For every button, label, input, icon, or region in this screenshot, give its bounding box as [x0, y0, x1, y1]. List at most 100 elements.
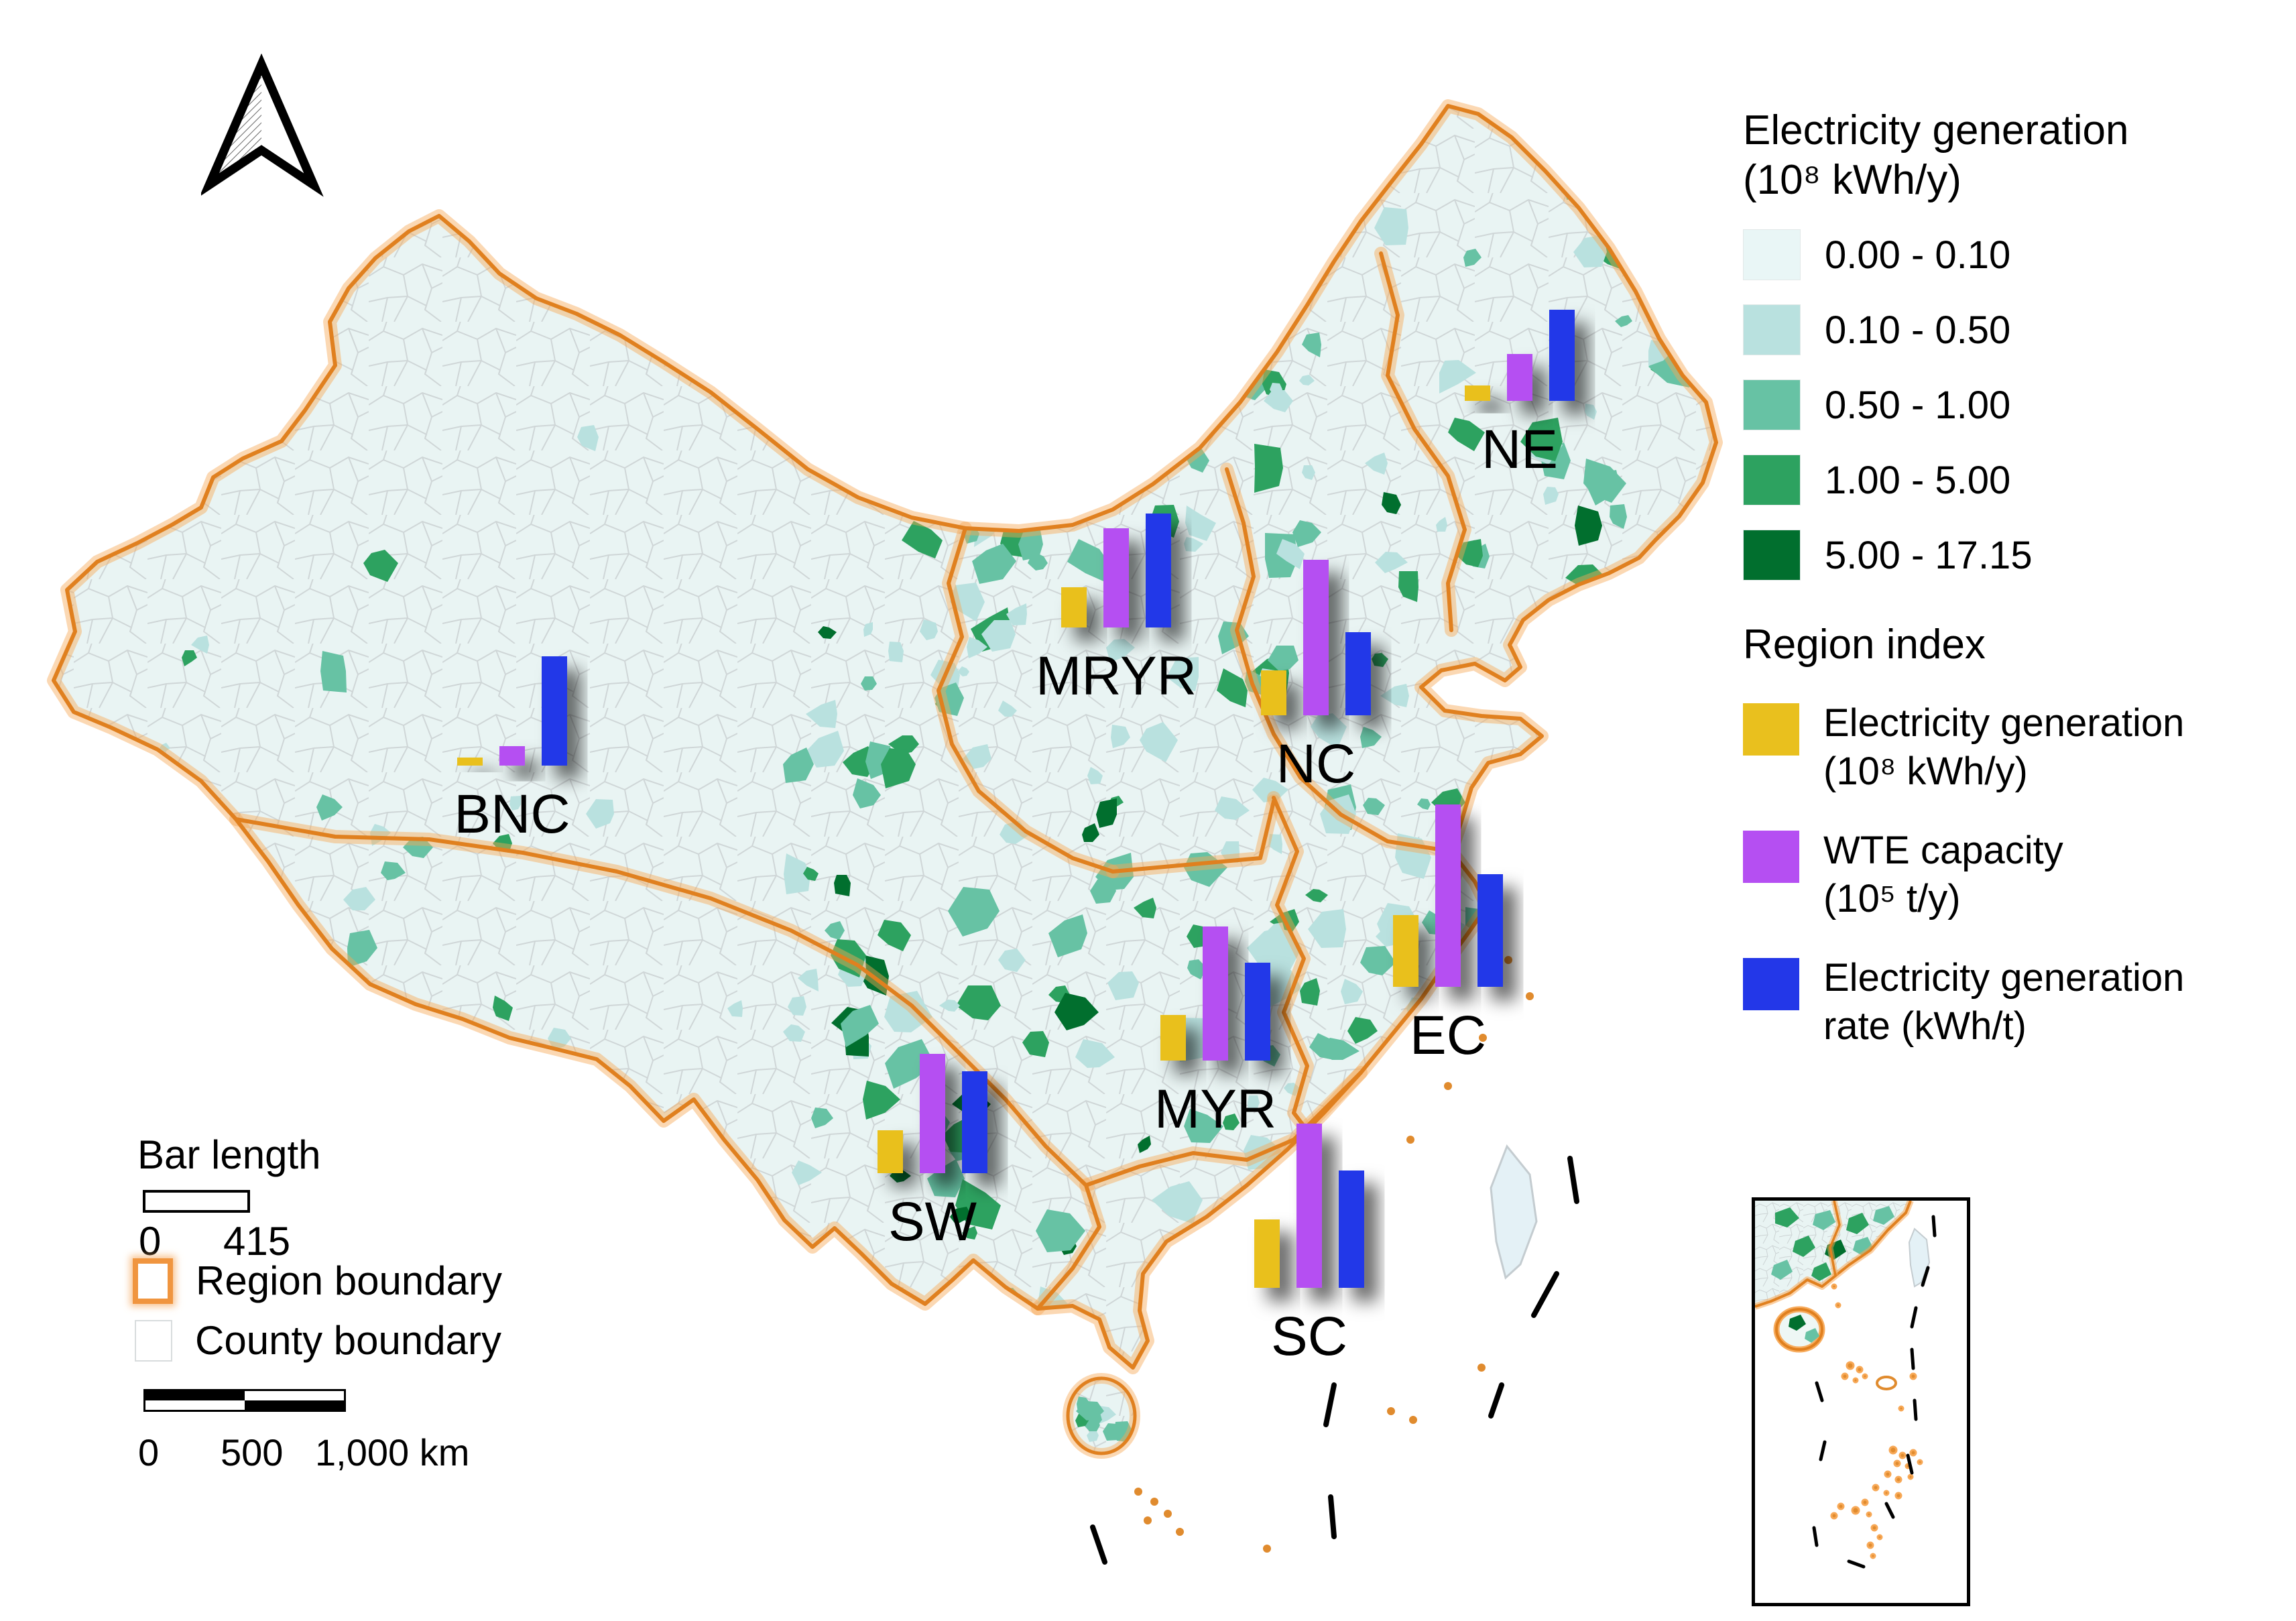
- inset-green-counties: [1771, 1206, 1894, 1281]
- bar-MYR-capacity: [1203, 926, 1228, 1061]
- county-boundary-legend-row: County boundary: [133, 1317, 501, 1364]
- bar-group-EC: EC: [1393, 804, 1503, 1066]
- choropleth-class-row: 0.50 - 1.00: [1743, 379, 2293, 430]
- region-index-label-line1: WTE capacity: [1823, 829, 2063, 872]
- bar-NE-generation: [1465, 385, 1490, 401]
- bar-MYR-rate: [1245, 963, 1270, 1061]
- bar-SC-generation: [1254, 1219, 1280, 1288]
- choropleth-class-row: 1.00 - 5.00: [1743, 455, 2293, 505]
- bar-length-max: 415: [223, 1219, 291, 1264]
- bar-MRYR-capacity: [1103, 528, 1129, 627]
- inset-islands: [1830, 1283, 1923, 1559]
- choropleth-class-row: 0.10 - 0.50: [1743, 304, 2293, 355]
- bar-EC-capacity: [1435, 804, 1461, 987]
- bar-BNC-rate: [542, 656, 567, 766]
- bar-group-SC: SC: [1254, 1124, 1364, 1367]
- map-scale-bar: 0 500 1,000 km: [138, 1389, 469, 1474]
- map-legend: Electricity generation (10⁸ kWh/y) 0.00 …: [1743, 106, 2293, 1050]
- bar-group-MYR: MYR: [1154, 926, 1276, 1140]
- choropleth-class-swatch: [1743, 530, 1801, 581]
- choropleth-class-row: 0.00 - 0.10: [1743, 229, 2293, 280]
- bar-MRYR-rate: [1146, 514, 1171, 627]
- bar-SC-capacity: [1296, 1124, 1322, 1288]
- bar-NC-rate: [1345, 632, 1371, 715]
- region-index-label-line1: Electricity generation: [1823, 701, 2185, 745]
- region-boundary-swatch: [133, 1258, 173, 1304]
- bar-EC-generation: [1393, 915, 1418, 987]
- region-index-swatch: [1743, 831, 1799, 883]
- bar-EC-rate: [1477, 874, 1503, 987]
- bar-NE-capacity: [1507, 354, 1532, 401]
- bar-length-min: 0: [139, 1219, 162, 1264]
- county-boundary-label: County boundary: [195, 1318, 501, 1363]
- bar-length-title: Bar length: [137, 1132, 321, 1177]
- taiwan-island: [1490, 1144, 1538, 1280]
- region-index-title: Region index: [1743, 621, 1986, 668]
- choropleth-class-swatch: [1743, 304, 1801, 355]
- bar-NC-generation: [1261, 670, 1286, 715]
- bar-group-SW: SW: [878, 1054, 987, 1252]
- choropleth-class-row: 5.00 - 17.15: [1743, 530, 2293, 581]
- region-index-swatch: [1743, 703, 1799, 756]
- choropleth-legend-title-line1: Electricity generation: [1743, 107, 2129, 154]
- region-label-SW: SW: [888, 1191, 977, 1252]
- region-index-label-line2: rate (kWh/t): [1823, 1004, 2027, 1048]
- inset-dash-line: [1812, 1215, 1937, 1569]
- inset-map-south-china-sea: [1752, 1197, 1970, 1606]
- bar-SW-capacity: [920, 1054, 945, 1173]
- choropleth-class-label: 0.00 - 0.10: [1825, 233, 2011, 277]
- choropleth-class-swatch: [1743, 379, 1801, 430]
- scale-bar-segment: [245, 1400, 344, 1410]
- bar-length-legend: Bar length 0 415: [137, 1132, 321, 1264]
- inset-hainan: [1773, 1306, 1825, 1353]
- region-index-label-line2: (10⁵ t/y): [1823, 877, 1961, 920]
- choropleth-legend-classes: 0.00 - 0.10 0.10 - 0.50 0.50 - 1.00 1.00 - …: [1743, 229, 2293, 581]
- region-label-MRYR: MRYR: [1036, 646, 1197, 707]
- region-label-EC: EC: [1410, 1005, 1486, 1066]
- bar-BNC-generation: [457, 758, 483, 766]
- scale-label-1000km: 1,000 km: [315, 1431, 470, 1474]
- bar-NE-rate: [1549, 310, 1575, 401]
- islands-dashes-layer: [1090, 956, 1579, 1565]
- bar-SC-rate: [1339, 1170, 1364, 1288]
- region-boundary-label: Region boundary: [196, 1258, 503, 1303]
- bar-MRYR-generation: [1061, 587, 1087, 627]
- region-index-label-line2: (10⁸ kWh/y): [1823, 749, 2028, 793]
- region-index-row: WTE capacity (10⁵ t/y): [1743, 827, 2293, 923]
- bar-NC-capacity: [1303, 560, 1329, 715]
- region-index-swatch: [1743, 958, 1799, 1010]
- scale-label-500: 500: [221, 1431, 284, 1474]
- scale-bar-segment: [145, 1391, 245, 1400]
- inset-taiwan: [1908, 1227, 1931, 1288]
- region-index-row: Electricity generation rate (kWh/t): [1743, 954, 2293, 1050]
- choropleth-class-swatch: [1743, 455, 1801, 505]
- region-label-BNC: BNC: [454, 784, 570, 845]
- region-label-MYR: MYR: [1154, 1079, 1276, 1140]
- region-label-SC: SC: [1271, 1306, 1347, 1367]
- scale-bar-segment: [145, 1400, 245, 1410]
- choropleth-class-label: 0.10 - 0.50: [1825, 308, 2011, 352]
- bar-group-NC: NC: [1261, 560, 1371, 794]
- region-boundary-legend-row: Region boundary: [133, 1258, 502, 1304]
- bar-SW-generation: [878, 1130, 903, 1173]
- region-index-label-line1: Electricity generation: [1823, 956, 2185, 1000]
- scale-label-0: 0: [138, 1431, 160, 1474]
- bar-MYR-generation: [1160, 1015, 1186, 1061]
- choropleth-legend-title: Electricity generation (10⁸ kWh/y): [1743, 106, 2293, 205]
- choropleth-class-label: 1.00 - 5.00: [1825, 458, 2011, 502]
- region-label-NE: NE: [1482, 419, 1558, 480]
- bar-BNC-capacity: [499, 746, 525, 766]
- region-index-row: Electricity generation (10⁸ kWh/y): [1743, 699, 2293, 796]
- county-boundary-swatch: [135, 1319, 172, 1362]
- region-index-items: Electricity generation (10⁸ kWh/y) WTE cap…: [1743, 699, 2293, 1050]
- north-arrow-icon: [201, 54, 324, 197]
- region-label-NC: NC: [1276, 733, 1355, 794]
- scale-bar-graphic: [143, 1389, 346, 1412]
- region-bars-layer: BNC NE MRYR NC EC MYR SW SC: [454, 310, 1575, 1367]
- choropleth-class-label: 5.00 - 17.15: [1825, 533, 2033, 577]
- choropleth-class-label: 0.50 - 1.00: [1825, 383, 2011, 427]
- bar-group-BNC: BNC: [454, 656, 570, 845]
- scale-bar-segment: [245, 1391, 344, 1400]
